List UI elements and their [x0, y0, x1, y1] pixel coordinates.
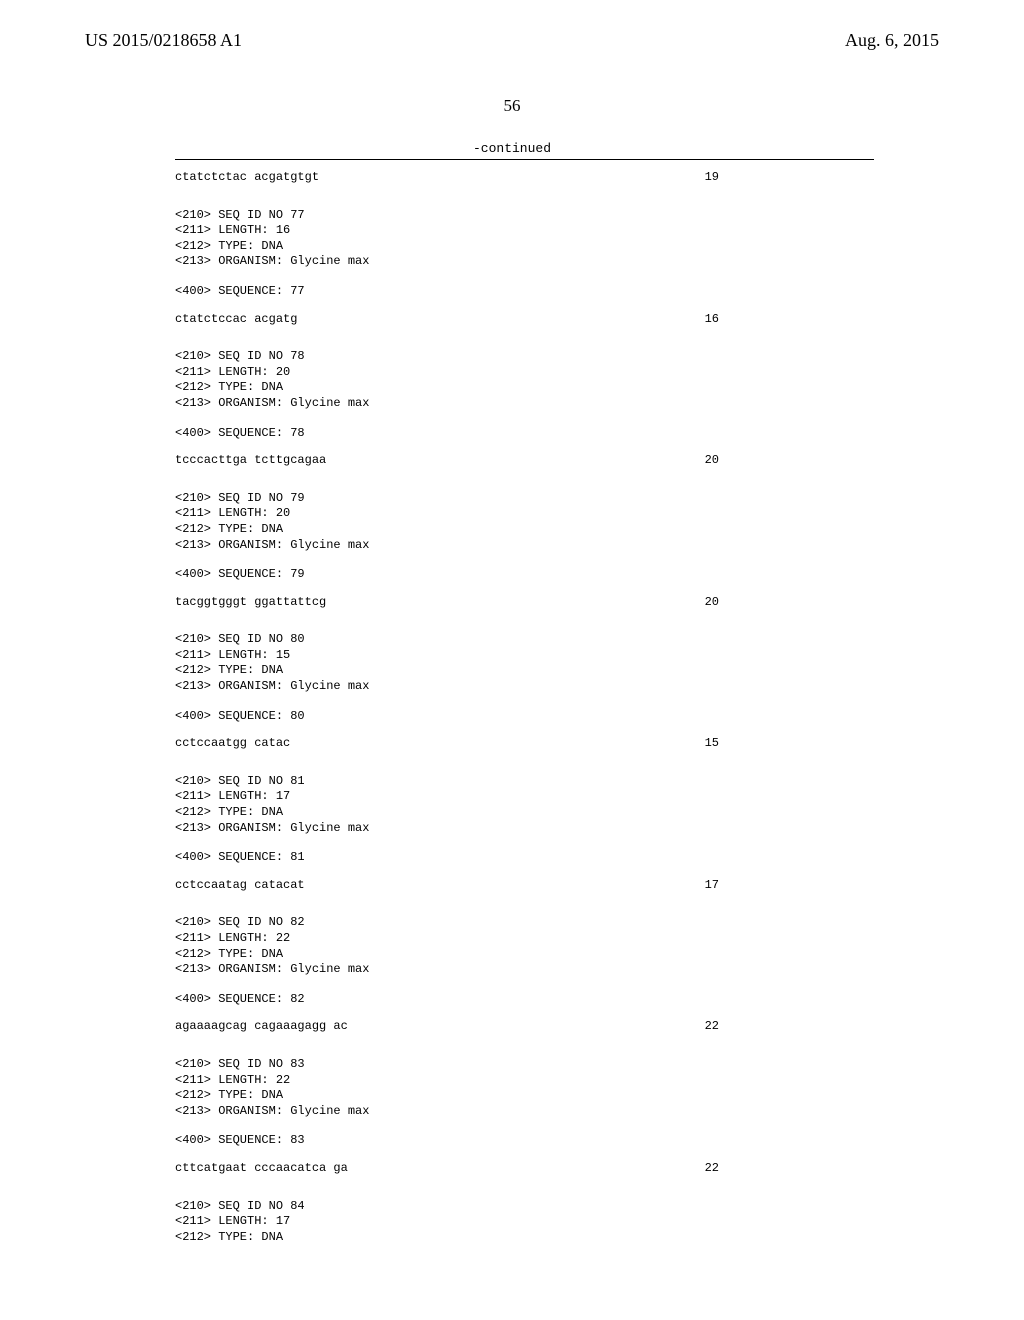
seq-organism-line: <213> ORGANISM: Glycine max — [175, 1104, 874, 1120]
seq-type-line: <212> TYPE: DNA — [175, 1230, 874, 1246]
seq-query-line: <400> SEQUENCE: 79 — [175, 567, 874, 583]
sequence-data: cctccaatgg catac — [175, 736, 290, 752]
seq-length-line: <211> LENGTH: 22 — [175, 931, 874, 947]
page-number: 56 — [0, 96, 1024, 116]
sequence-data: agaaaagcag cagaaagagg ac — [175, 1019, 348, 1035]
seq-organism-line: <213> ORGANISM: Glycine max — [175, 821, 874, 837]
seq-query-line: <400> SEQUENCE: 78 — [175, 426, 874, 442]
seq-organism-line: <213> ORGANISM: Glycine max — [175, 679, 874, 695]
seq-id-line: <210> SEQ ID NO 77 — [175, 208, 874, 224]
sequence-length: 20 — [705, 453, 719, 469]
sequence-header: <210> SEQ ID NO 79 <211> LENGTH: 20 <212… — [175, 491, 874, 553]
sequence-header: <210> SEQ ID NO 80 <211> LENGTH: 15 <212… — [175, 632, 874, 694]
seq-length-line: <211> LENGTH: 20 — [175, 506, 874, 522]
page-header: US 2015/0218658 A1 Aug. 6, 2015 — [0, 0, 1024, 61]
sequence-header: <210> SEQ ID NO 83 <211> LENGTH: 22 <212… — [175, 1057, 874, 1119]
seq-query-line: <400> SEQUENCE: 82 — [175, 992, 874, 1008]
seq-length-line: <211> LENGTH: 20 — [175, 365, 874, 381]
seq-length-line: <211> LENGTH: 16 — [175, 223, 874, 239]
seq-organism-line: <213> ORGANISM: Glycine max — [175, 962, 874, 978]
seq-organism-line: <213> ORGANISM: Glycine max — [175, 254, 874, 270]
seq-id-line: <210> SEQ ID NO 80 — [175, 632, 874, 648]
sequence-header: <210> SEQ ID NO 82 <211> LENGTH: 22 <212… — [175, 915, 874, 977]
sequence-header: <210> SEQ ID NO 77 <211> LENGTH: 16 <212… — [175, 208, 874, 270]
publication-date: Aug. 6, 2015 — [845, 30, 939, 51]
sequence-data-row: ctatctctac acgatgtgt 19 — [175, 170, 874, 186]
sequence-data: tcccacttga tcttgcagaa — [175, 453, 326, 469]
sequence-data: tacggtgggt ggattattcg — [175, 595, 326, 611]
seq-type-line: <212> TYPE: DNA — [175, 522, 874, 538]
seq-id-line: <210> SEQ ID NO 84 — [175, 1199, 874, 1215]
seq-type-line: <212> TYPE: DNA — [175, 947, 874, 963]
sequence-length: 22 — [705, 1161, 719, 1177]
seq-length-line: <211> LENGTH: 17 — [175, 789, 874, 805]
sequence-data-row: cctccaatag catacat 17 — [175, 878, 874, 894]
sequence-header: <210> SEQ ID NO 78 <211> LENGTH: 20 <212… — [175, 349, 874, 411]
content-area: ctatctctac acgatgtgt 19 <210> SEQ ID NO … — [0, 159, 1024, 1245]
sequence-data: ctatctccac acgatg — [175, 312, 297, 328]
patent-number: US 2015/0218658 A1 — [85, 30, 242, 51]
seq-length-line: <211> LENGTH: 17 — [175, 1214, 874, 1230]
seq-id-line: <210> SEQ ID NO 81 — [175, 774, 874, 790]
sequence-data-row: cctccaatgg catac 15 — [175, 736, 874, 752]
seq-length-line: <211> LENGTH: 15 — [175, 648, 874, 664]
sequence-data-row: agaaaagcag cagaaagagg ac 22 — [175, 1019, 874, 1035]
sequence-data: cctccaatag catacat — [175, 878, 305, 894]
sequence-length: 15 — [705, 736, 719, 752]
sequence-header: <210> SEQ ID NO 84 <211> LENGTH: 17 <212… — [175, 1199, 874, 1246]
sequence-data-row: cttcatgaat cccaacatca ga 22 — [175, 1161, 874, 1177]
sequence-data-row: ctatctccac acgatg 16 — [175, 312, 874, 328]
seq-id-line: <210> SEQ ID NO 83 — [175, 1057, 874, 1073]
seq-query-line: <400> SEQUENCE: 77 — [175, 284, 874, 300]
seq-organism-line: <213> ORGANISM: Glycine max — [175, 538, 874, 554]
sequence-listing: ctatctctac acgatgtgt 19 <210> SEQ ID NO … — [175, 170, 874, 1245]
sequence-data: cttcatgaat cccaacatca ga — [175, 1161, 348, 1177]
seq-type-line: <212> TYPE: DNA — [175, 663, 874, 679]
seq-organism-line: <213> ORGANISM: Glycine max — [175, 396, 874, 412]
continued-label: -continued — [0, 141, 1024, 156]
seq-length-line: <211> LENGTH: 22 — [175, 1073, 874, 1089]
sequence-data-row: tacggtgggt ggattattcg 20 — [175, 595, 874, 611]
sequence-length: 22 — [705, 1019, 719, 1035]
seq-query-line: <400> SEQUENCE: 80 — [175, 709, 874, 725]
sequence-length: 20 — [705, 595, 719, 611]
sequence-header: <210> SEQ ID NO 81 <211> LENGTH: 17 <212… — [175, 774, 874, 836]
seq-query-line: <400> SEQUENCE: 83 — [175, 1133, 874, 1149]
sequence-length: 19 — [705, 170, 719, 186]
sequence-length: 17 — [705, 878, 719, 894]
seq-id-line: <210> SEQ ID NO 78 — [175, 349, 874, 365]
seq-query-line: <400> SEQUENCE: 81 — [175, 850, 874, 866]
seq-type-line: <212> TYPE: DNA — [175, 1088, 874, 1104]
seq-type-line: <212> TYPE: DNA — [175, 239, 874, 255]
seq-type-line: <212> TYPE: DNA — [175, 380, 874, 396]
seq-id-line: <210> SEQ ID NO 79 — [175, 491, 874, 507]
sequence-length: 16 — [705, 312, 719, 328]
seq-type-line: <212> TYPE: DNA — [175, 805, 874, 821]
top-divider — [175, 159, 874, 160]
seq-id-line: <210> SEQ ID NO 82 — [175, 915, 874, 931]
sequence-data-row: tcccacttga tcttgcagaa 20 — [175, 453, 874, 469]
sequence-data: ctatctctac acgatgtgt — [175, 170, 319, 186]
